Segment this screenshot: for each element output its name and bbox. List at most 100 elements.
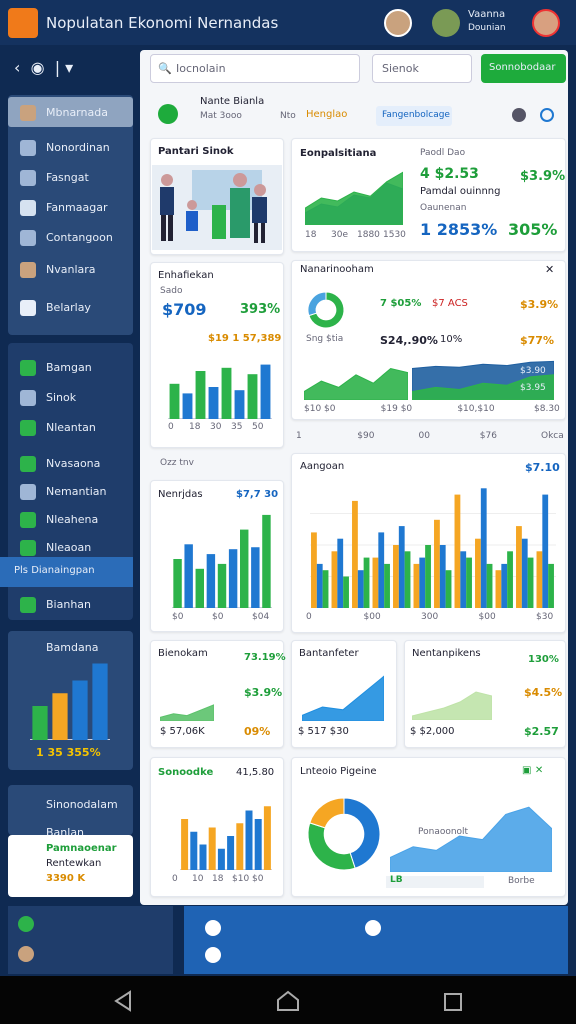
tag[interactable]: Nto (280, 111, 296, 121)
bar (72, 680, 88, 740)
nav-item[interactable]: Nonordinan (46, 141, 110, 154)
nav-icon (20, 262, 36, 278)
menu-button[interactable] (8, 8, 38, 38)
nav-item[interactable]: Bianhan (46, 598, 91, 611)
system-nav (0, 976, 576, 1024)
x-tick-label: $90 (357, 431, 375, 441)
area (160, 704, 214, 721)
toolbar-icons[interactable]: ‹ ◉ | ▾ (14, 58, 74, 77)
bar (228, 549, 238, 608)
legend: $7 ACS (432, 298, 468, 309)
bar (322, 570, 329, 608)
filter-box[interactable] (372, 54, 472, 83)
metric: 10% (440, 334, 463, 345)
action-button[interactable] (481, 54, 566, 83)
back[interactable] (114, 990, 131, 1012)
x-tick-label: 0 (168, 422, 174, 432)
card-title: Sonoodke (158, 767, 214, 778)
icon (18, 946, 34, 962)
nav-item[interactable]: Nleantan (46, 421, 96, 434)
icon (205, 947, 221, 963)
tag[interactable]: Henglao (306, 109, 348, 120)
bar (378, 532, 385, 608)
nav-highlight[interactable] (0, 557, 133, 587)
bar (199, 844, 207, 870)
avatar[interactable] (532, 9, 560, 37)
nav-panel (8, 785, 133, 835)
nav-item[interactable]: Fasngat (46, 171, 89, 184)
bottom-left (8, 906, 173, 974)
metric: $3.95 (520, 383, 546, 393)
bar (240, 529, 249, 608)
bar (480, 488, 487, 608)
bar (245, 810, 253, 870)
nav-item[interactable]: Sinok (46, 391, 77, 404)
bar (247, 374, 258, 419)
close[interactable]: ✕ (545, 263, 555, 276)
bar (495, 570, 502, 608)
label: Oaunenan (420, 203, 467, 213)
nav-item[interactable]: Bamgan (46, 361, 92, 374)
nav-item[interactable]: Nleahena (46, 513, 99, 526)
x-tick-label: 18 (305, 230, 317, 240)
card-title: Eonpalsitiana (300, 148, 377, 159)
icons[interactable]: ▣ ✕ (522, 765, 544, 776)
nav-icon (20, 360, 36, 376)
label: Sng $tia (306, 334, 344, 344)
user-sub: Dounian (468, 23, 506, 33)
bar (548, 563, 554, 608)
nav-item[interactable]: Nvanlara (46, 263, 96, 276)
x-tick-label: 30 (210, 422, 222, 432)
nav-item[interactable]: Pls Dianaingpan (14, 565, 95, 576)
nav-icon (20, 300, 36, 316)
card-title: Nenrjdas (158, 489, 203, 500)
x-tick-label: 1880 (357, 230, 380, 240)
area (305, 171, 403, 225)
nav-item[interactable]: Contangoon (46, 231, 113, 244)
status-icon (158, 104, 178, 124)
bar (454, 494, 461, 608)
bar-chart (168, 364, 272, 419)
segment (343, 797, 381, 869)
nav-item[interactable]: Belarlay (46, 301, 91, 314)
avatar[interactable] (432, 9, 460, 37)
area-chart (412, 360, 554, 400)
bar (234, 390, 245, 419)
icon[interactable] (512, 108, 526, 122)
nav-item[interactable]: Nemantian (46, 485, 107, 498)
icon[interactable] (540, 108, 554, 122)
search-placeholder: Iocnolain (176, 62, 226, 75)
x-tick-label: 35 (231, 422, 243, 432)
avatar[interactable] (384, 9, 412, 37)
nav-item[interactable]: Fanmaagar (46, 201, 108, 214)
user-name: Vaanna (468, 9, 506, 20)
nav-item[interactable]: Sinonodalam (46, 798, 118, 811)
nav-item[interactable]: Nleaoan (46, 541, 92, 554)
bar (254, 819, 262, 870)
metric: $4.5% (524, 686, 563, 699)
icon (18, 916, 34, 932)
nav-item[interactable]: Nvasaona (46, 457, 101, 470)
legend-bar (386, 876, 484, 888)
nav-item[interactable]: Mbnarnada (46, 106, 108, 119)
tag-pill[interactable] (376, 106, 452, 126)
metric: $3.90 (520, 366, 546, 376)
search-box[interactable] (150, 54, 360, 83)
x-tick-label: $00 (363, 612, 381, 622)
bar (372, 557, 379, 608)
bar (195, 568, 204, 608)
bar (169, 383, 180, 419)
metric: $2.57 (524, 725, 559, 738)
nav-icon (20, 512, 36, 528)
bar (352, 500, 358, 608)
area (412, 374, 554, 400)
metric: $ 517 $30 (298, 726, 349, 737)
info-card[interactable] (8, 835, 133, 897)
bar (208, 387, 219, 419)
recents[interactable] (444, 993, 462, 1011)
area (390, 806, 552, 872)
home[interactable] (277, 990, 299, 1011)
bar (475, 538, 481, 608)
icon (365, 920, 381, 936)
